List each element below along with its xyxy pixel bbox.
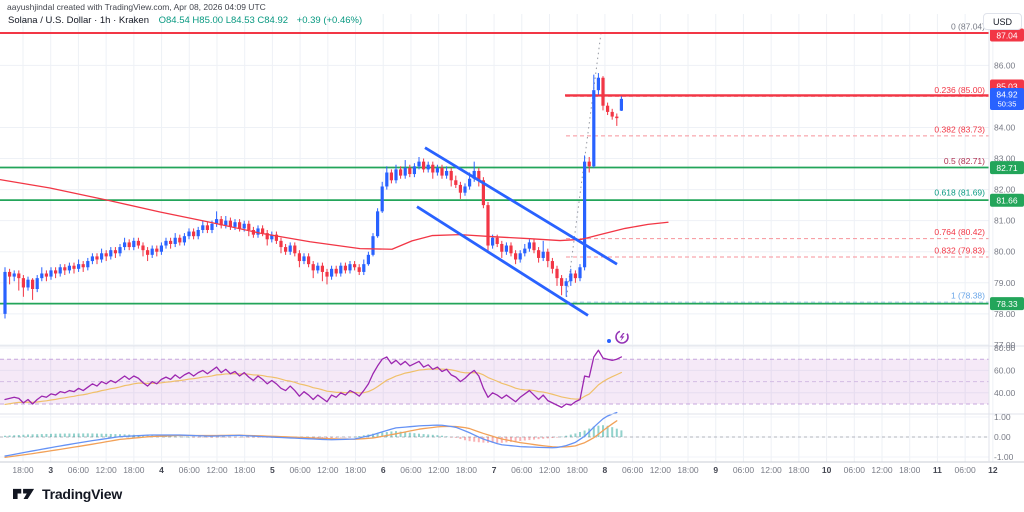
svg-text:0.764 (80.42): 0.764 (80.42)	[934, 227, 985, 237]
svg-text:1 (78.38): 1 (78.38)	[951, 291, 985, 301]
svg-text:0.00: 0.00	[994, 432, 1011, 442]
tradingview-logo-text: TradingView	[42, 485, 123, 502]
svg-text:50:35: 50:35	[998, 100, 1017, 109]
svg-text:12:00: 12:00	[317, 465, 339, 475]
svg-text:4: 4	[159, 465, 164, 475]
symbol-title[interactable]: Solana / U.S. Dollar · 1h · Kraken	[8, 15, 149, 26]
svg-text:06:00: 06:00	[733, 465, 755, 475]
svg-text:18:00: 18:00	[12, 465, 34, 475]
svg-text:3: 3	[48, 465, 53, 475]
svg-text:78.00: 78.00	[994, 309, 1016, 319]
change-value: +0.39 (+0.46%)	[296, 15, 363, 26]
time-scale[interactable]: 18:00 3 06:00 12:00 18:00 4 06:00 12:00 18:00 5 06…	[12, 465, 997, 475]
svg-text:0 (87.04): 0 (87.04)	[951, 22, 985, 32]
svg-text:12:00: 12:00	[428, 465, 450, 475]
svg-text:12: 12	[988, 465, 998, 475]
svg-text:77.00: 77.00	[994, 340, 1016, 350]
svg-text:12:00: 12:00	[95, 465, 117, 475]
svg-text:6: 6	[381, 465, 386, 475]
svg-text:7: 7	[492, 465, 497, 475]
svg-text:18:00: 18:00	[567, 465, 589, 475]
svg-text:06:00: 06:00	[68, 465, 90, 475]
svg-text:12:00: 12:00	[871, 465, 893, 475]
trend-channel	[416, 146, 618, 317]
candles-series	[3, 73, 623, 319]
svg-text:06:00: 06:00	[954, 465, 976, 475]
svg-text:80.00: 80.00	[994, 343, 1016, 353]
svg-text:18:00: 18:00	[899, 465, 921, 475]
svg-text:60.00: 60.00	[994, 365, 1016, 375]
svg-text:12:00: 12:00	[650, 465, 672, 475]
svg-text:5: 5	[270, 465, 275, 475]
svg-text:06:00: 06:00	[400, 465, 422, 475]
svg-text:18:00: 18:00	[345, 465, 367, 475]
svg-text:79.00: 79.00	[994, 278, 1016, 288]
svg-text:9: 9	[713, 465, 718, 475]
svg-text:84.92: 84.92	[996, 90, 1018, 100]
rsi-line	[4, 349, 623, 409]
svg-text:86.00: 86.00	[994, 60, 1016, 70]
svg-text:18:00: 18:00	[234, 465, 256, 475]
pane-separators	[0, 14, 1024, 463]
symbol-legend[interactable]: Solana / U.S. Dollar · 1h · Kraken O84.5…	[8, 15, 362, 26]
svg-text:82.71: 82.71	[996, 163, 1018, 173]
currency-unit-button[interactable]: USD	[983, 13, 1022, 30]
watermark-attribution: aayushjindal created with TradingView.co…	[7, 2, 266, 12]
svg-text:80.00: 80.00	[994, 247, 1016, 257]
svg-text:06:00: 06:00	[179, 465, 201, 475]
ma-line	[0, 179, 669, 250]
svg-text:85.03: 85.03	[996, 81, 1018, 91]
svg-text:0.382 (83.73): 0.382 (83.73)	[934, 124, 985, 134]
svg-text:81.66: 81.66	[996, 196, 1018, 206]
tradingview-logo-icon	[13, 488, 35, 499]
spark-circle-icon	[607, 330, 629, 344]
svg-text:0.5 (82.71): 0.5 (82.71)	[944, 156, 985, 166]
grid	[0, 14, 994, 462]
svg-text:06:00: 06:00	[844, 465, 866, 475]
ohlc-values: O84.54 H85.00 L84.53 C84.92	[158, 15, 289, 26]
svg-text:78.33: 78.33	[996, 299, 1018, 309]
svg-text:18:00: 18:00	[123, 465, 145, 475]
chart-canvas[interactable]: 86.00 84.00 83.00 82.00 81.00 80.00 79.00 78.00…	[0, 0, 1024, 482]
svg-text:0.236 (85.00): 0.236 (85.00)	[934, 85, 985, 95]
svg-text:18:00: 18:00	[456, 465, 478, 475]
horizontal-lines	[0, 32, 989, 305]
price-scale[interactable]: 86.00 84.00 83.00 82.00 81.00 80.00 79.00 78.00…	[994, 60, 1016, 462]
svg-text:06:00: 06:00	[289, 465, 311, 475]
svg-text:40.00: 40.00	[994, 388, 1016, 398]
svg-text:18:00: 18:00	[677, 465, 699, 475]
svg-text:83.00: 83.00	[994, 154, 1016, 164]
tradingview-logo[interactable]: TradingView	[13, 485, 122, 502]
svg-text:87.04: 87.04	[996, 30, 1018, 40]
rsi-band	[0, 358, 989, 405]
svg-text:0.832 (79.83): 0.832 (79.83)	[934, 246, 985, 256]
svg-text:11: 11	[933, 465, 942, 475]
svg-text:81.00: 81.00	[994, 216, 1016, 226]
svg-text:82.00: 82.00	[994, 185, 1016, 195]
svg-text:0.618 (81.69): 0.618 (81.69)	[934, 188, 985, 198]
svg-text:18:00: 18:00	[788, 465, 810, 475]
svg-text:12:00: 12:00	[206, 465, 228, 475]
svg-text:-1.00: -1.00	[994, 452, 1014, 462]
fib-labels: 0 (87.04) 0.236 (85.00) 0.382 (83.73) 0.5 (…	[934, 22, 985, 301]
svg-text:12:00: 12:00	[539, 465, 561, 475]
svg-text:84.00: 84.00	[994, 122, 1016, 132]
macd-panel	[0, 411, 989, 458]
svg-text:06:00: 06:00	[511, 465, 533, 475]
svg-text:1.00: 1.00	[994, 412, 1011, 422]
svg-text:06:00: 06:00	[622, 465, 644, 475]
svg-text:10: 10	[822, 465, 832, 475]
svg-text:12:00: 12:00	[761, 465, 783, 475]
svg-text:8: 8	[603, 465, 608, 475]
